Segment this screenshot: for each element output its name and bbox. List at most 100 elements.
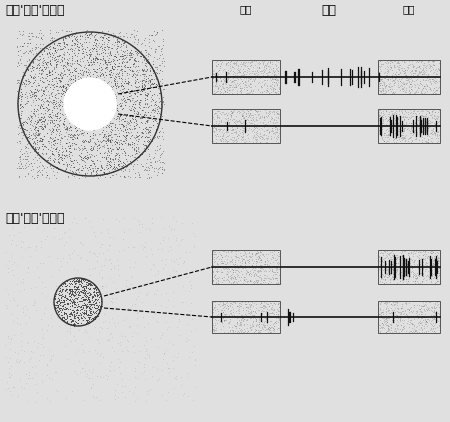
Point bbox=[38, 102, 45, 109]
Point bbox=[107, 174, 114, 181]
Point bbox=[272, 311, 279, 317]
Point bbox=[267, 128, 274, 135]
Point bbox=[426, 299, 433, 306]
Point bbox=[82, 111, 89, 118]
Point bbox=[141, 62, 148, 69]
Point bbox=[28, 59, 36, 65]
Point bbox=[130, 39, 138, 46]
Point bbox=[60, 45, 67, 51]
Point bbox=[76, 60, 83, 67]
Point bbox=[73, 267, 80, 273]
Point bbox=[406, 114, 413, 121]
Point bbox=[270, 85, 278, 92]
Point bbox=[230, 138, 237, 145]
Point bbox=[140, 323, 148, 330]
Point bbox=[86, 298, 93, 304]
Point bbox=[238, 133, 245, 140]
Point bbox=[76, 277, 83, 284]
Point bbox=[77, 171, 85, 178]
Point bbox=[421, 313, 428, 319]
Point bbox=[253, 251, 260, 258]
Point bbox=[71, 312, 78, 319]
Point bbox=[252, 117, 260, 124]
Point bbox=[134, 144, 141, 151]
Point bbox=[391, 298, 398, 305]
Point bbox=[402, 120, 410, 127]
Point bbox=[380, 138, 387, 145]
Point bbox=[210, 116, 217, 123]
Point bbox=[377, 273, 384, 280]
Point bbox=[241, 59, 248, 66]
Point bbox=[393, 62, 400, 69]
Point bbox=[230, 321, 238, 328]
Point bbox=[17, 140, 24, 147]
Point bbox=[79, 283, 86, 290]
Point bbox=[91, 35, 98, 42]
Point bbox=[124, 94, 131, 100]
Point bbox=[67, 27, 74, 34]
Point bbox=[246, 79, 253, 86]
Point bbox=[405, 261, 413, 268]
Point bbox=[73, 303, 80, 310]
Point bbox=[67, 315, 74, 322]
Point bbox=[76, 47, 83, 54]
Point bbox=[110, 160, 117, 167]
Point bbox=[418, 329, 426, 335]
Point bbox=[219, 81, 226, 88]
Point bbox=[261, 315, 268, 322]
Point bbox=[104, 37, 112, 43]
Point bbox=[401, 69, 409, 76]
Point bbox=[151, 79, 158, 86]
Point bbox=[64, 46, 71, 52]
Point bbox=[243, 254, 250, 261]
Point bbox=[408, 108, 415, 115]
Point bbox=[160, 62, 167, 69]
Point bbox=[420, 256, 427, 262]
Point bbox=[123, 346, 130, 353]
Point bbox=[388, 82, 396, 89]
Point bbox=[270, 311, 278, 317]
Point bbox=[256, 61, 263, 68]
Point bbox=[261, 121, 269, 128]
Point bbox=[51, 66, 58, 73]
Point bbox=[140, 111, 147, 118]
Point bbox=[249, 126, 256, 133]
Point bbox=[377, 313, 384, 319]
Point bbox=[213, 131, 220, 138]
Point bbox=[260, 68, 267, 75]
Point bbox=[145, 103, 153, 109]
Point bbox=[433, 115, 441, 122]
Point bbox=[43, 294, 50, 300]
Point bbox=[123, 80, 130, 87]
Point bbox=[79, 137, 86, 143]
Point bbox=[272, 86, 279, 93]
Point bbox=[379, 307, 387, 314]
Point bbox=[392, 298, 400, 305]
Point bbox=[81, 311, 88, 317]
Point bbox=[104, 135, 112, 142]
Point bbox=[130, 33, 137, 40]
Point bbox=[78, 276, 85, 283]
Point bbox=[216, 274, 223, 281]
Point bbox=[230, 137, 237, 143]
Point bbox=[392, 78, 399, 85]
Point bbox=[386, 61, 393, 68]
Point bbox=[227, 300, 234, 306]
Point bbox=[121, 55, 128, 62]
Point bbox=[432, 309, 439, 316]
Point bbox=[13, 358, 20, 365]
Point bbox=[422, 63, 429, 70]
Point bbox=[214, 70, 221, 77]
Point bbox=[399, 65, 406, 72]
Point bbox=[55, 300, 62, 307]
Point bbox=[410, 127, 417, 134]
Point bbox=[385, 109, 392, 116]
Point bbox=[424, 72, 432, 79]
Point bbox=[21, 72, 28, 78]
Point bbox=[380, 267, 387, 273]
Point bbox=[51, 35, 58, 42]
Point bbox=[431, 109, 438, 116]
Point bbox=[274, 109, 281, 116]
Point bbox=[395, 115, 402, 122]
Point bbox=[71, 47, 78, 54]
